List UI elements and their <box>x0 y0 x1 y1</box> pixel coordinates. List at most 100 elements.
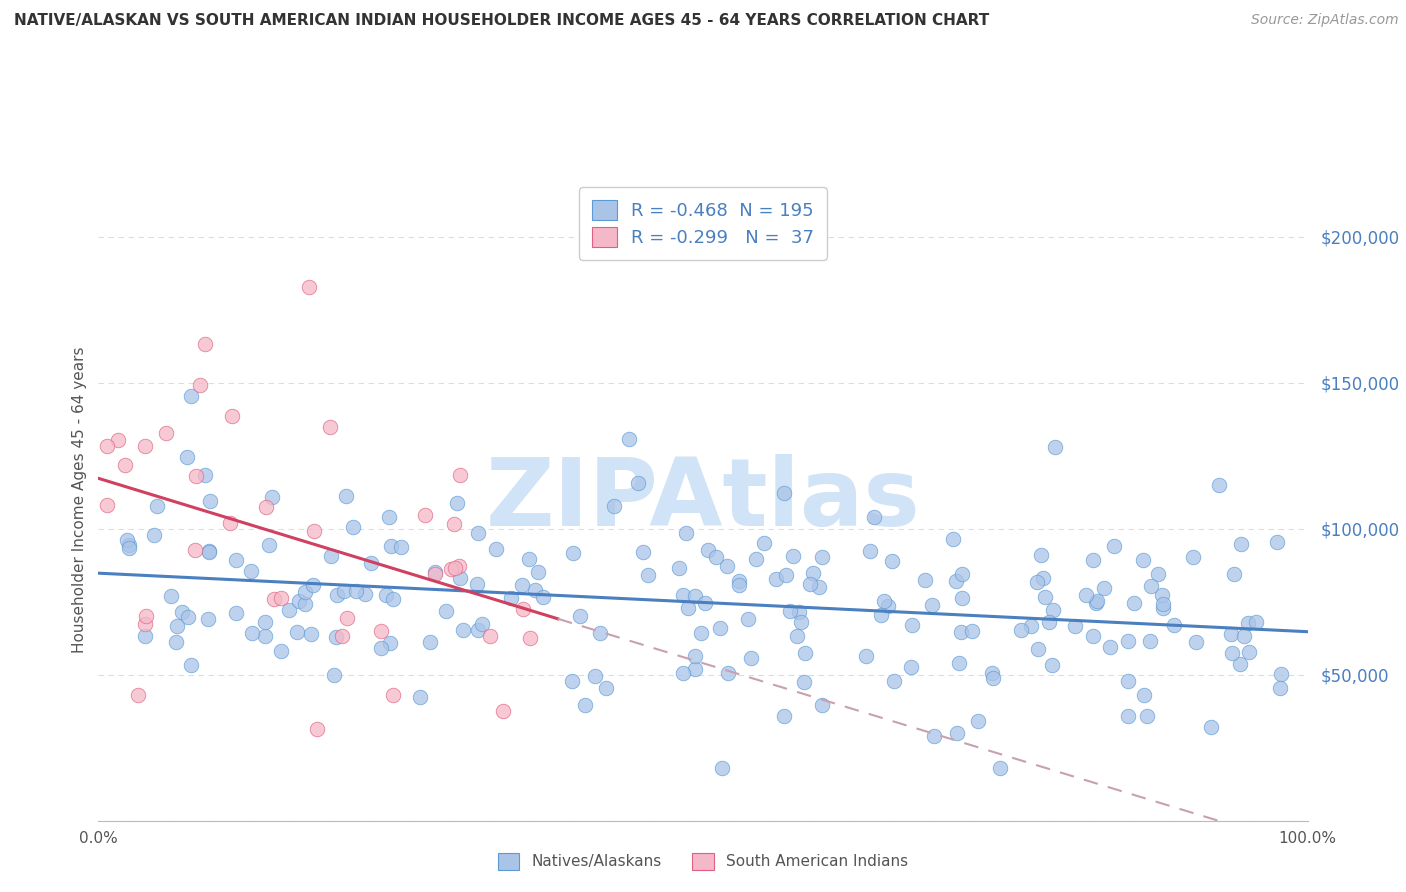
Point <box>1064 619 1087 633</box>
Point <box>336 611 359 625</box>
Point <box>449 468 471 483</box>
Point <box>859 544 882 558</box>
Point <box>143 528 166 542</box>
Point <box>1083 553 1105 567</box>
Point <box>434 604 457 618</box>
Point <box>1116 709 1139 723</box>
Point <box>574 698 596 712</box>
Point <box>1139 634 1161 648</box>
Point <box>1083 629 1105 643</box>
Point <box>449 571 471 585</box>
Point <box>198 493 221 508</box>
Point <box>627 476 650 491</box>
Point <box>1208 477 1230 491</box>
Point <box>118 538 141 552</box>
Point <box>1019 619 1042 633</box>
Point <box>197 545 219 559</box>
Point <box>790 615 813 629</box>
Point <box>134 439 156 453</box>
Point <box>1040 657 1063 672</box>
Text: NATIVE/ALASKAN VS SOUTH AMERICAN INDIAN HOUSEHOLDER INCOME AGES 45 - 64 YEARS CO: NATIVE/ALASKAN VS SOUTH AMERICAN INDIAN … <box>14 13 990 29</box>
Point <box>278 603 301 617</box>
Point <box>118 541 141 555</box>
Point <box>285 625 308 640</box>
Point <box>1220 646 1243 660</box>
Point <box>219 516 242 530</box>
Point <box>683 648 706 663</box>
Point <box>922 729 945 743</box>
Point <box>1084 596 1107 610</box>
Point <box>1132 553 1154 567</box>
Legend: Natives/Alaskans, South American Indians: Natives/Alaskans, South American Indians <box>491 846 915 877</box>
Point <box>1045 440 1067 454</box>
Point <box>745 552 768 566</box>
Point <box>135 608 157 623</box>
Point <box>1116 674 1139 689</box>
Point <box>305 722 328 736</box>
Point <box>980 666 1002 681</box>
Point <box>740 651 762 665</box>
Point <box>1237 616 1260 631</box>
Point <box>672 588 695 602</box>
Point <box>1244 615 1267 630</box>
Point <box>176 450 198 464</box>
Point <box>717 665 740 680</box>
Y-axis label: Householder Income Ages 45 - 64 years: Householder Income Ages 45 - 64 years <box>72 346 87 653</box>
Point <box>294 597 316 611</box>
Point <box>184 469 207 483</box>
Point <box>1237 645 1260 659</box>
Point <box>325 630 347 644</box>
Point <box>1038 615 1060 629</box>
Point <box>1152 597 1174 611</box>
Point <box>1181 550 1204 565</box>
Point <box>945 574 967 589</box>
Point <box>378 509 401 524</box>
Point <box>799 577 821 591</box>
Point <box>668 560 690 574</box>
Point <box>637 567 659 582</box>
Point <box>877 599 900 613</box>
Point <box>880 554 903 568</box>
Point <box>107 433 129 447</box>
Point <box>342 520 364 534</box>
Point <box>1092 581 1115 595</box>
Point <box>1163 618 1185 632</box>
Point <box>96 440 118 454</box>
Point <box>727 578 749 592</box>
Point <box>353 586 375 600</box>
Point <box>779 604 801 618</box>
Point <box>900 660 922 674</box>
Point <box>801 566 824 580</box>
Point <box>1033 590 1056 604</box>
Point <box>443 561 465 575</box>
Point <box>323 667 346 681</box>
Point <box>706 549 728 564</box>
Point <box>631 545 654 559</box>
Point <box>332 629 354 643</box>
Point <box>360 557 382 571</box>
Point <box>180 388 202 402</box>
Point <box>1152 600 1174 615</box>
Point <box>239 565 262 579</box>
Point <box>689 625 711 640</box>
Point <box>962 624 984 638</box>
Point <box>127 688 149 702</box>
Point <box>166 619 188 633</box>
Point <box>257 538 280 552</box>
Point <box>1123 596 1146 610</box>
Point <box>419 634 441 648</box>
Point <box>221 409 243 423</box>
Point <box>318 419 340 434</box>
Point <box>603 499 626 513</box>
Point <box>344 583 367 598</box>
Point <box>1042 603 1064 617</box>
Point <box>793 646 815 660</box>
Point <box>471 617 494 632</box>
Point <box>765 572 787 586</box>
Point <box>1028 641 1050 656</box>
Point <box>1220 627 1243 641</box>
Point <box>1201 720 1223 734</box>
Point <box>499 591 522 605</box>
Point <box>950 591 973 605</box>
Point <box>380 539 402 553</box>
